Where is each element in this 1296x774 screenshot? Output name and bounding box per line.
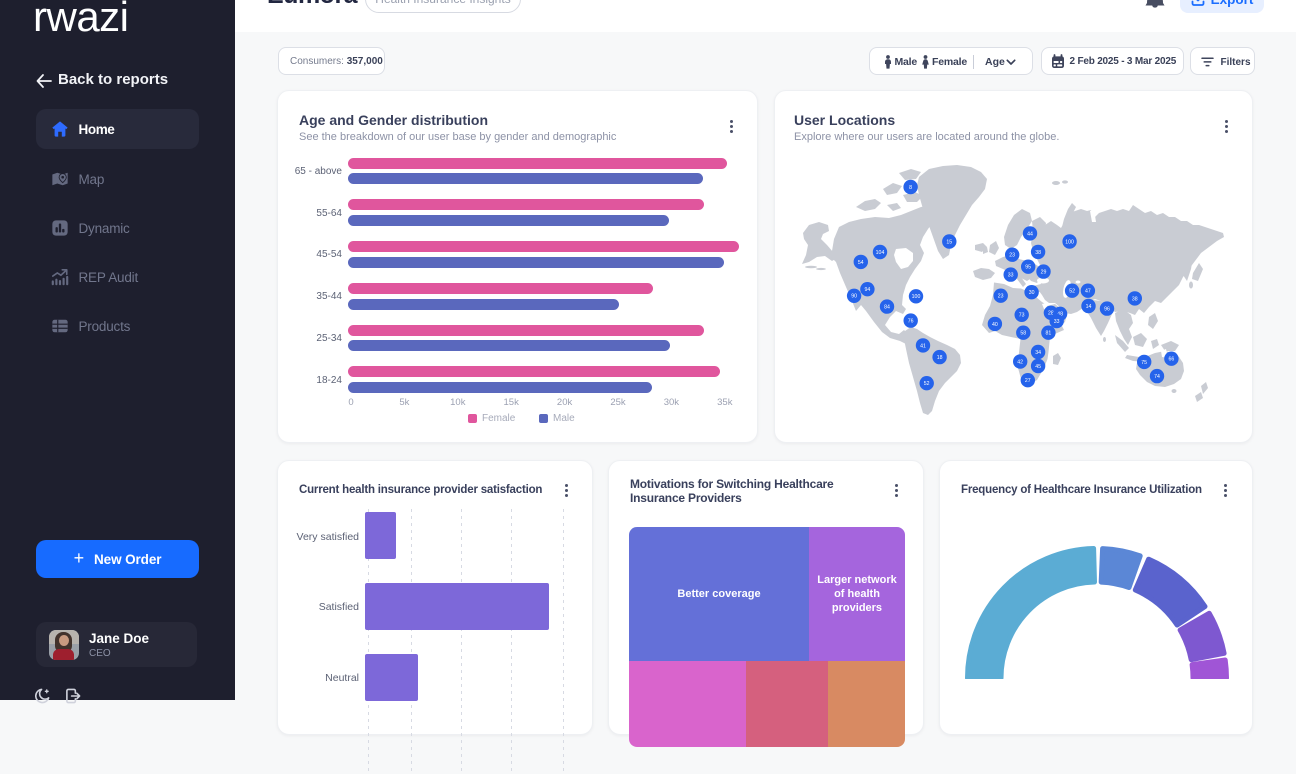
svg-text:23: 23 [1009,253,1015,259]
svg-text:52: 52 [924,381,930,387]
svg-text:30: 30 [1029,290,1035,296]
svg-text:14: 14 [1086,304,1092,310]
svg-text:76: 76 [908,319,914,325]
svg-text:38: 38 [1132,296,1138,302]
svg-text:42: 42 [1017,359,1023,365]
svg-text:94: 94 [865,287,871,293]
svg-text:18: 18 [937,355,943,361]
svg-text:90: 90 [851,294,857,300]
svg-text:95: 95 [1025,265,1031,271]
svg-text:100: 100 [1065,239,1074,245]
svg-text:100: 100 [912,294,921,300]
svg-text:45: 45 [1035,364,1041,370]
svg-text:47: 47 [1085,289,1091,295]
svg-text:66: 66 [1169,357,1175,363]
svg-text:81: 81 [1046,331,1052,337]
svg-text:52: 52 [1069,289,1075,295]
svg-text:73: 73 [1019,313,1025,319]
svg-text:8: 8 [909,185,912,191]
svg-text:41: 41 [920,343,926,349]
svg-text:58: 58 [1020,331,1026,337]
svg-text:27: 27 [1025,378,1031,384]
svg-text:28: 28 [1048,311,1054,317]
svg-text:23: 23 [998,294,1004,300]
svg-text:54: 54 [858,260,864,266]
svg-text:96: 96 [1104,307,1110,313]
svg-text:104: 104 [876,250,885,256]
svg-text:34: 34 [1035,350,1041,356]
svg-text:44: 44 [1027,231,1033,237]
svg-text:33: 33 [1008,273,1014,279]
svg-text:40: 40 [992,322,998,328]
svg-text:15: 15 [946,239,952,245]
svg-text:84: 84 [884,305,890,311]
svg-text:74: 74 [1154,374,1160,380]
svg-text:29: 29 [1041,270,1047,276]
svg-text:75: 75 [1141,360,1147,366]
svg-text:38: 38 [1035,250,1041,256]
svg-text:33: 33 [1054,319,1060,325]
